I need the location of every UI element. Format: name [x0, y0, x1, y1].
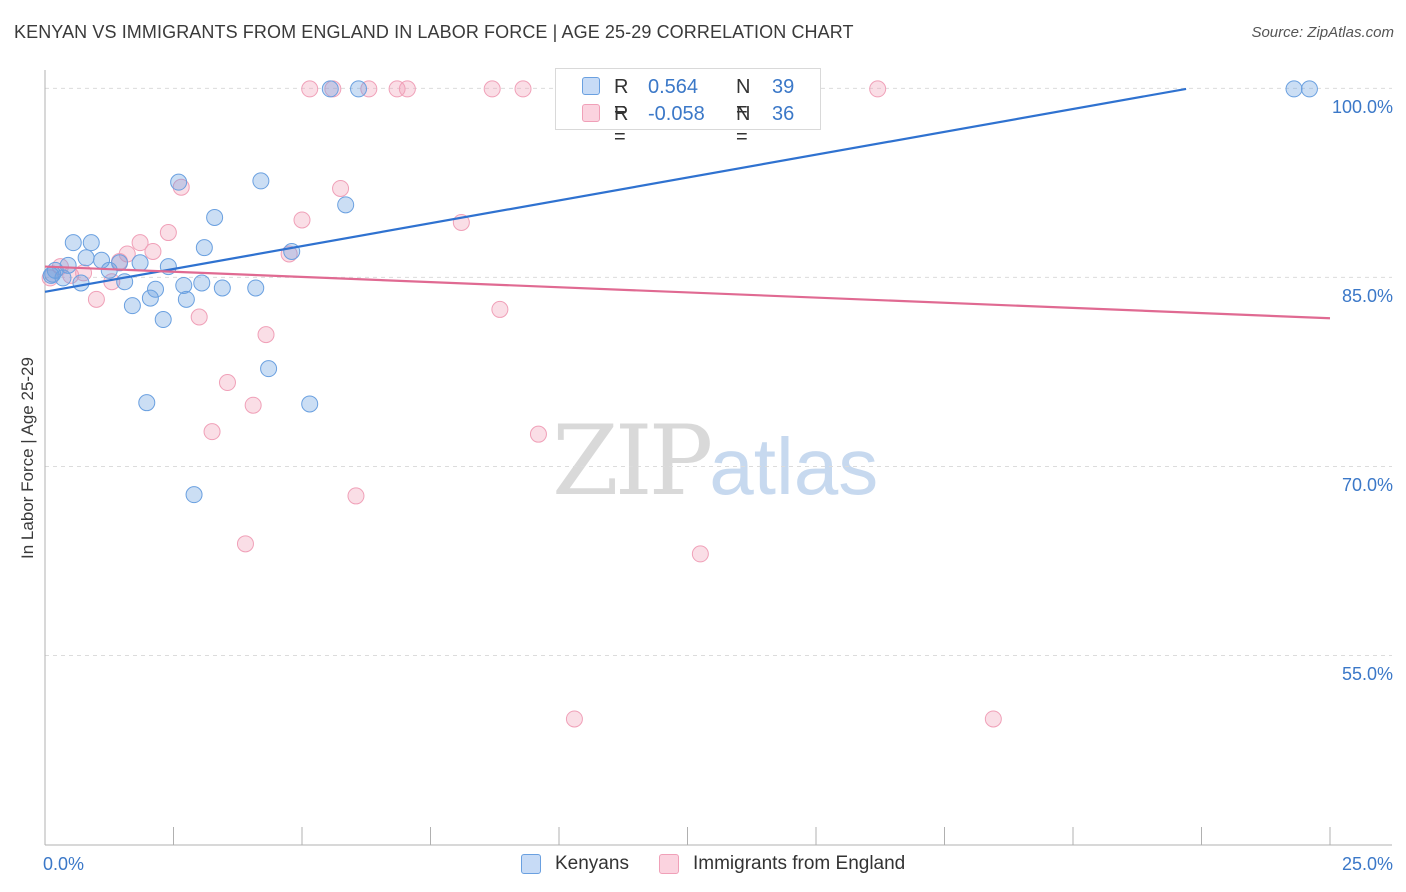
stats-swatch-england [582, 104, 600, 122]
kenyans-point [213, 279, 231, 297]
kenyans-point [154, 311, 172, 329]
kenyans-point [337, 196, 355, 214]
kenyans-point [170, 173, 188, 191]
kenyans-point [42, 266, 60, 284]
england-point [691, 545, 709, 563]
england-point [388, 80, 406, 98]
kenyans-point [72, 274, 90, 292]
kenyans-point [175, 276, 193, 294]
y-tick-label: 70.0% [1342, 475, 1393, 495]
source-label: Source: ZipAtlas.com [1251, 24, 1394, 41]
england-point [869, 80, 887, 98]
kenyans-point [321, 80, 339, 98]
kenyans-point [141, 289, 159, 307]
england-point [244, 396, 262, 414]
kenyans-point [350, 80, 368, 98]
stats-r-label: R = [614, 76, 629, 121]
england-point [483, 80, 501, 98]
england-point [301, 80, 319, 98]
legend-swatch-england [659, 854, 679, 874]
kenyans-point [64, 234, 82, 252]
kenyans-point [301, 395, 319, 413]
kenyans-trend-line [44, 87, 1187, 293]
england-point [984, 710, 1002, 728]
england-point [332, 179, 350, 197]
kenyans-point [147, 280, 165, 298]
england-point [257, 326, 275, 344]
stats-n-label: N = [736, 103, 751, 148]
stats-box: R = 0.564 N = 39 R = -0.058 N = 36 [555, 68, 821, 148]
kenyans-point [131, 254, 149, 272]
stats-n-value: 39 [772, 76, 795, 98]
england-point [236, 535, 254, 553]
legend-label-england: Immigrants from England [693, 853, 906, 874]
england-point [172, 178, 190, 196]
england-point [218, 374, 236, 392]
x-tick-label: 25.0% [1342, 854, 1393, 874]
england-point [203, 423, 221, 441]
england-point [131, 234, 149, 252]
legend-swatch-kenyans [521, 854, 541, 874]
kenyans-point [260, 360, 278, 378]
kenyans-point [193, 274, 211, 292]
watermark-zip: ZIP [552, 405, 713, 517]
y-tick-label: 85.0% [1342, 286, 1393, 306]
england-point [159, 224, 177, 242]
kenyans-point [195, 239, 213, 257]
stats-n-value: 36 [772, 103, 795, 125]
y-axis-label: In Labor Force | Age 25-29 [18, 357, 37, 559]
kenyans-point [252, 172, 270, 190]
kenyans-point [1285, 80, 1303, 98]
kenyans-point [185, 486, 203, 504]
england-point [398, 80, 416, 98]
stats-n-label: N = [736, 76, 751, 121]
kenyans-point [177, 290, 195, 308]
england-point [87, 290, 105, 308]
england-trend-line [44, 265, 1331, 320]
watermark-atlas: atlas [709, 422, 879, 511]
england-point [347, 487, 365, 505]
england-point [514, 80, 532, 98]
chart-legend: Kenyans Immigrants from England [0, 851, 1406, 879]
y-tick-label: 100.0% [1332, 97, 1393, 117]
kenyans-point [59, 256, 77, 274]
watermark: ZIPatlas [552, 405, 878, 517]
chart-title: KENYAN VS IMMIGRANTS FROM ENGLAND IN LAB… [14, 22, 854, 42]
england-point [144, 242, 162, 260]
kenyans-point [1300, 80, 1318, 98]
x-tick-label: 0.0% [43, 854, 84, 874]
kenyans-point [138, 394, 156, 412]
england-point [293, 211, 311, 229]
stats-r-label: R = [614, 103, 629, 148]
stats-r-value: -0.058 [648, 103, 705, 125]
england-point [529, 425, 547, 443]
stats-swatch-kenyans [582, 77, 600, 95]
england-point [491, 300, 509, 318]
kenyans-point [77, 249, 95, 267]
kenyans-point [82, 234, 100, 252]
england-point [190, 308, 208, 326]
england-point [360, 80, 378, 98]
kenyans-point [123, 297, 141, 315]
legend-label-kenyans: Kenyans [555, 853, 629, 874]
england-point [565, 710, 583, 728]
kenyans-point [247, 279, 265, 297]
kenyans-point [206, 208, 224, 226]
y-tick-label: 55.0% [1342, 664, 1393, 684]
kenyans-point [111, 254, 129, 272]
stats-r-value: 0.564 [648, 76, 699, 98]
